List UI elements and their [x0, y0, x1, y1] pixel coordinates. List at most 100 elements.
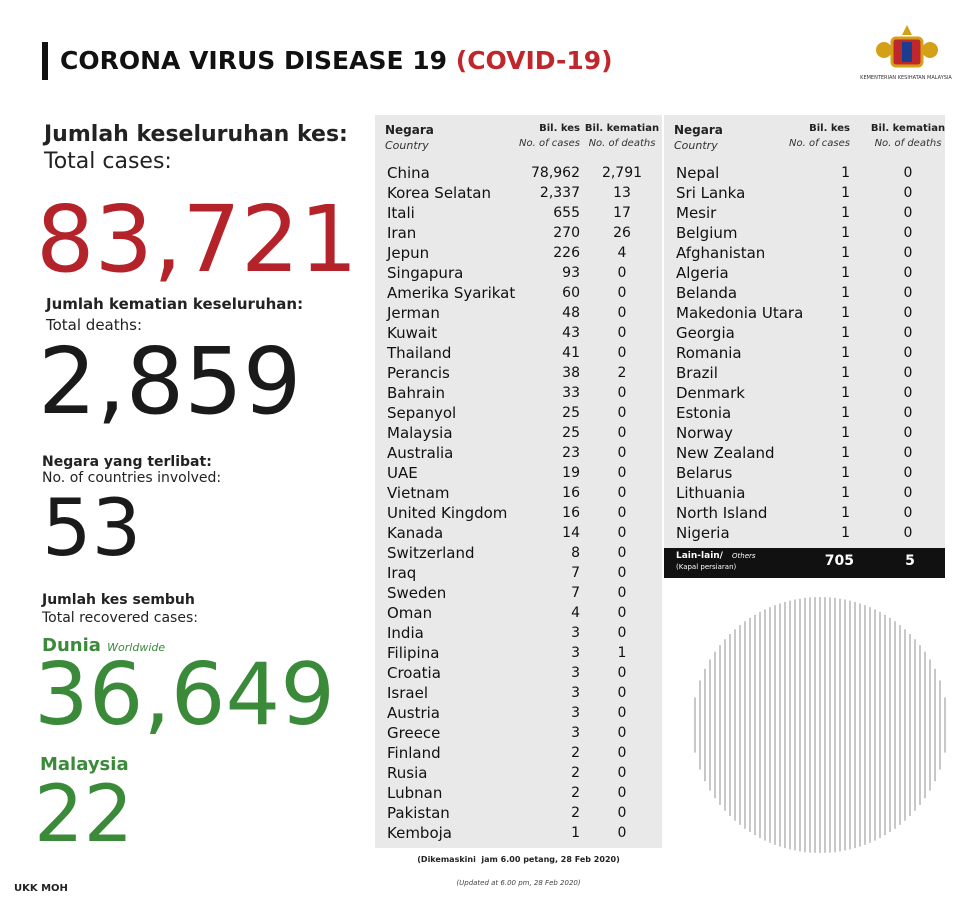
case-count: 60: [562, 285, 580, 301]
case-count: 1: [841, 385, 850, 401]
death-count: 4: [617, 245, 627, 261]
globe: [694, 597, 946, 853]
death-count: 0: [903, 385, 913, 401]
country-name: Malaysia: [387, 424, 453, 442]
death-count: 0: [903, 345, 913, 361]
case-count: 1: [841, 465, 850, 481]
death-count: 0: [617, 625, 627, 641]
others-row: [664, 548, 945, 578]
death-count: 0: [903, 485, 913, 501]
country-name: Lubnan: [387, 784, 443, 802]
country-name: Sepanyol: [387, 404, 457, 422]
others-label: Others: [732, 552, 756, 560]
others-deaths: 5: [905, 553, 915, 569]
case-count: 1: [841, 485, 850, 501]
country-name: Kanada: [387, 524, 444, 542]
case-count: 3: [571, 705, 580, 721]
world-label: Dunia Worldwide: [42, 637, 165, 655]
death-count: 0: [903, 445, 913, 461]
case-count: 1: [841, 425, 850, 441]
death-count: 0: [617, 505, 627, 521]
stat-label: Jumlah kematian keseluruhan:: [46, 295, 304, 313]
death-count: 0: [617, 825, 627, 841]
death-count: 17: [613, 205, 631, 221]
case-count: 1: [841, 365, 850, 381]
death-count: 0: [903, 285, 913, 301]
country-name: Makedonia Utara: [676, 304, 804, 322]
death-count: 0: [617, 545, 627, 561]
country-name: India: [387, 624, 424, 642]
death-count: 0: [617, 425, 627, 441]
death-count: 0: [617, 565, 627, 581]
header-cell: Bil. kematian: [870, 123, 946, 134]
country-name: Brazil: [676, 364, 718, 382]
death-count: 0: [903, 225, 913, 241]
death-count: 0: [903, 265, 913, 281]
world-label-en: Worldwide: [107, 641, 166, 654]
country-name: Afghanistan: [676, 244, 766, 262]
case-count: 16: [562, 485, 580, 501]
death-count: 0: [617, 445, 627, 461]
header-cell: No. of deaths: [588, 138, 656, 149]
case-count: 1: [841, 185, 850, 201]
death-count: 0: [903, 425, 913, 441]
country-name: Sri Lanka: [676, 184, 746, 202]
country-name: North Island: [676, 504, 768, 522]
case-count: 33: [562, 385, 580, 401]
table-right-bg: [664, 115, 945, 548]
death-count: 0: [617, 385, 627, 401]
case-count: 1: [841, 325, 850, 341]
case-count: 3: [571, 725, 580, 741]
header-cell: No. of cases: [789, 138, 850, 149]
country-name: Australia: [387, 444, 454, 462]
country-name: Georgia: [676, 324, 735, 342]
case-count: 4: [571, 605, 580, 621]
country-name: Thailand: [387, 344, 452, 362]
country-name: Filipina: [387, 644, 440, 662]
case-count: 1: [841, 345, 850, 361]
stat-value: 36,649: [34, 645, 335, 745]
death-count: 0: [617, 285, 627, 301]
death-count: 13: [613, 185, 631, 201]
header-cell: Bil. kematian: [584, 123, 660, 134]
header-cell: Country: [674, 139, 718, 152]
death-count: 0: [617, 325, 627, 341]
death-count: 0: [903, 465, 913, 481]
country-name: Nigeria: [676, 524, 730, 542]
country-name: Sweden: [387, 584, 447, 602]
death-count: 0: [617, 405, 627, 421]
death-count: 0: [617, 465, 627, 481]
death-count: 0: [617, 305, 627, 321]
death-count: 0: [903, 525, 913, 541]
death-count: 1: [617, 645, 627, 661]
title: CORONA VIRUS DISEASE 19 (COVID-19): [60, 48, 613, 73]
title-bar: [42, 42, 48, 80]
country-name: Kuwait: [387, 324, 438, 342]
country-name: Romania: [676, 344, 742, 362]
case-count: 41: [562, 345, 580, 361]
stat-label: Total deaths:: [46, 316, 142, 334]
world-label-ms: Dunia: [42, 635, 101, 656]
case-count: 226: [553, 245, 580, 261]
case-count: 8: [571, 545, 580, 561]
death-count: 0: [903, 405, 913, 421]
case-count: 3: [571, 645, 580, 661]
case-count: 1: [841, 525, 850, 541]
country-name: Mesir: [676, 204, 717, 222]
death-count: 0: [617, 485, 627, 501]
country-name: Israel: [387, 684, 428, 702]
case-count: 655: [553, 205, 580, 221]
case-count: 2,337: [539, 185, 580, 201]
country-name: Rusia: [387, 764, 428, 782]
country-name: Jepun: [387, 244, 430, 262]
death-count: 0: [617, 525, 627, 541]
death-count: 0: [617, 805, 627, 821]
case-count: 2: [571, 745, 580, 761]
case-count: 16: [562, 505, 580, 521]
case-count: 1: [841, 205, 850, 221]
footnote: (Dikemaskini jam 6.00 petang, 28 Feb 202…: [417, 855, 620, 864]
country-name: Iraq: [387, 564, 417, 582]
country-name: Austria: [387, 704, 440, 722]
country-name: Norway: [676, 424, 733, 442]
country-name: Switzerland: [387, 544, 475, 562]
